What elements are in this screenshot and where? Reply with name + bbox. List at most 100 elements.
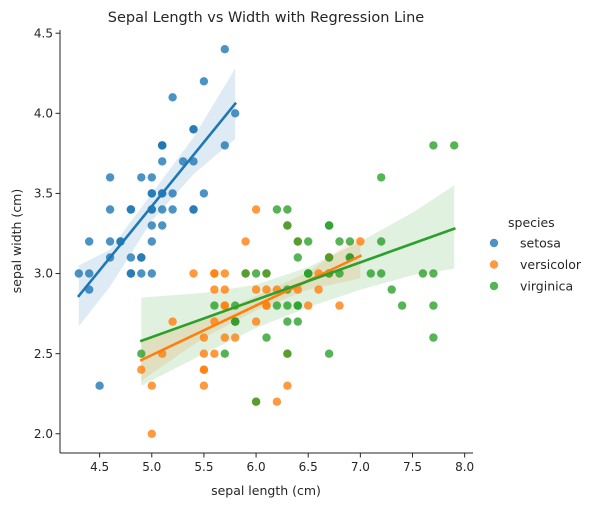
point-versicolor [199, 365, 209, 374]
point-virginica [324, 221, 334, 230]
point-setosa [126, 269, 136, 278]
point-setosa [105, 205, 115, 214]
point-setosa [168, 189, 177, 198]
point-virginica [241, 269, 250, 278]
legend: species setosa versicolor virginica [489, 215, 582, 293]
point-setosa [147, 269, 156, 278]
point-setosa [231, 109, 240, 118]
point-versicolor [147, 381, 156, 390]
point-virginica [366, 269, 375, 278]
x-tick-label: 6.0 [247, 460, 266, 474]
point-setosa [199, 77, 209, 86]
point-versicolor [220, 285, 229, 294]
point-versicolor [251, 317, 261, 326]
x-tick-label: 5.0 [142, 460, 161, 474]
point-virginica [262, 269, 271, 278]
point-virginica [283, 221, 292, 230]
point-virginica [429, 141, 438, 150]
point-versicolor [210, 349, 219, 358]
legend-marker-versicolor [489, 260, 499, 269]
point-versicolor [137, 365, 146, 374]
point-virginica [304, 237, 313, 246]
point-virginica [304, 269, 313, 278]
axes [59, 30, 473, 454]
y-tick-label: 4.0 [34, 107, 53, 121]
ci-band-setosa [78, 68, 236, 327]
point-versicolor [304, 301, 313, 310]
chart-title: Sepal Length vs Width with Regression Li… [108, 10, 425, 26]
point-versicolor [314, 285, 323, 294]
point-versicolor [220, 301, 229, 310]
x-tick-label: 5.5 [194, 460, 213, 474]
point-versicolor [335, 301, 344, 310]
point-versicolor [189, 269, 198, 278]
point-virginica [283, 205, 292, 214]
point-setosa [137, 253, 146, 262]
point-setosa [137, 173, 146, 182]
point-virginica [293, 317, 302, 326]
point-setosa [137, 269, 146, 278]
point-versicolor [272, 397, 282, 406]
point-setosa [158, 157, 167, 166]
x-tick-label: 6.5 [299, 460, 318, 474]
legend-label-virginica: virginica [520, 278, 573, 293]
axis-ticks: 4.5 5.0 5.5 6.0 6.5 7.0 7.5 8.0 2.0 2.5 3.0 3.5 4.0 4… [34, 26, 474, 474]
point-versicolor [199, 381, 209, 390]
point-versicolor [251, 205, 261, 214]
y-tick-label: 2.5 [34, 347, 53, 361]
point-versicolor [262, 285, 271, 294]
point-virginica [377, 173, 386, 182]
point-virginica [220, 349, 229, 358]
point-setosa [95, 381, 104, 390]
point-virginica [283, 317, 292, 326]
x-tick-label: 4.5 [90, 460, 109, 474]
point-setosa [85, 237, 94, 246]
point-virginica [272, 301, 282, 310]
y-tick-label: 3.0 [34, 267, 53, 281]
regression-line-virginica [139, 227, 456, 343]
point-setosa [168, 205, 177, 214]
point-versicolor [199, 349, 209, 358]
point-versicolor [168, 317, 177, 326]
legend-marker-virginica [489, 281, 499, 291]
point-virginica [293, 253, 302, 262]
point-virginica [387, 285, 396, 294]
point-versicolor [283, 381, 292, 390]
point-setosa [220, 141, 229, 150]
point-versicolor [210, 285, 219, 294]
point-setosa [147, 221, 156, 230]
point-setosa [199, 189, 209, 198]
point-setosa [189, 205, 198, 214]
point-versicolor [147, 429, 156, 438]
point-virginica [283, 301, 292, 310]
point-setosa [189, 125, 198, 134]
point-versicolor [220, 333, 229, 342]
regression-lines [76, 101, 456, 362]
point-virginica [324, 253, 334, 262]
point-virginica [418, 269, 428, 278]
point-versicolor [262, 301, 271, 310]
x-axis-label: sepal length (cm) [211, 483, 321, 498]
point-virginica [293, 237, 302, 246]
point-setosa [158, 221, 167, 230]
point-virginica [377, 237, 386, 246]
point-virginica [262, 333, 271, 342]
x-tick-label: 8.0 [455, 460, 474, 474]
point-setosa [85, 269, 94, 278]
point-setosa [147, 237, 156, 246]
legend-marker-setosa [489, 238, 499, 248]
point-versicolor [220, 269, 229, 278]
x-tick-label: 7.0 [351, 460, 370, 474]
legend-label-versicolor: versicolor [520, 257, 582, 272]
point-setosa [220, 45, 229, 54]
point-virginica [231, 317, 240, 326]
point-versicolor [356, 237, 365, 246]
point-virginica [210, 301, 219, 310]
point-setosa [168, 93, 177, 102]
point-versicolor [231, 333, 240, 342]
point-virginica [272, 205, 282, 214]
point-virginica [345, 237, 355, 246]
data-points [74, 45, 459, 438]
point-virginica [429, 333, 438, 342]
